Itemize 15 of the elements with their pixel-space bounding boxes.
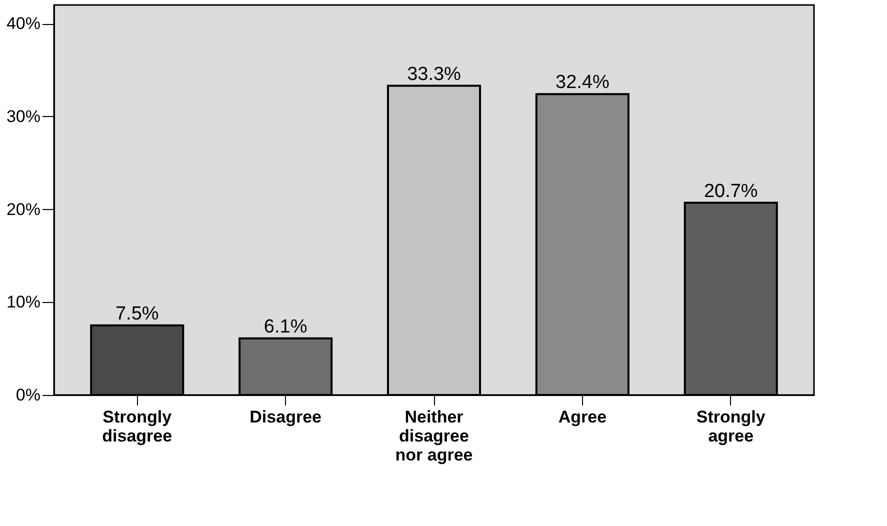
- y-tick-label: 0%: [16, 386, 40, 404]
- x-tick-label: Strongly agree: [696, 408, 766, 446]
- x-tick-label: Disagree: [250, 408, 322, 426]
- data-label: 6.1%: [264, 316, 308, 338]
- x-tick-label: Neither disagree nor agree: [395, 408, 473, 464]
- y-tick-label: 30%: [6, 106, 40, 126]
- data-label: 7.5%: [115, 303, 159, 324]
- data-label: 32.4%: [556, 72, 610, 94]
- y-tick-label: 10%: [6, 292, 40, 312]
- x-tick-label: Strongly disagree: [102, 408, 172, 446]
- data-label: 33.3%: [407, 64, 462, 85]
- data-label: 20.7%: [704, 180, 758, 202]
- y-tick-label: 40%: [6, 14, 40, 34]
- y-tick-label: 20%: [6, 200, 40, 219]
- x-tick-label: Agree: [558, 408, 607, 426]
